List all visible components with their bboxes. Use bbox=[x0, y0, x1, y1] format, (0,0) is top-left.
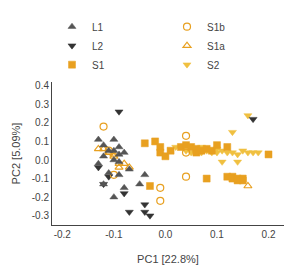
svg-text:-0.2: -0.2 bbox=[32, 192, 50, 203]
svg-text:0.2: 0.2 bbox=[262, 229, 276, 240]
svg-text:-0.1: -0.1 bbox=[105, 229, 123, 240]
svg-text:-0.1: -0.1 bbox=[32, 173, 50, 184]
svg-text:PC1 [22.8%]: PC1 [22.8%] bbox=[137, 253, 199, 265]
svg-text:S1: S1 bbox=[92, 60, 105, 71]
svg-text:-0.3: -0.3 bbox=[32, 210, 50, 221]
svg-text:0.1: 0.1 bbox=[210, 229, 224, 240]
svg-text:0.4: 0.4 bbox=[35, 80, 49, 91]
svg-text:S2: S2 bbox=[207, 60, 220, 71]
svg-text:-0.2: -0.2 bbox=[54, 229, 72, 240]
svg-text:0.1: 0.1 bbox=[35, 136, 49, 147]
svg-text:0.3: 0.3 bbox=[35, 99, 49, 110]
svg-text:S1b: S1b bbox=[207, 22, 225, 33]
svg-text:L1: L1 bbox=[92, 22, 104, 33]
svg-text:0.0: 0.0 bbox=[158, 229, 172, 240]
svg-text:S1a: S1a bbox=[207, 41, 225, 52]
svg-text:PC2 [5.09%]: PC2 [5.09%] bbox=[10, 123, 22, 185]
svg-text:L2: L2 bbox=[92, 41, 104, 52]
svg-text:0.2: 0.2 bbox=[35, 117, 49, 128]
svg-text:0.0: 0.0 bbox=[35, 155, 49, 166]
